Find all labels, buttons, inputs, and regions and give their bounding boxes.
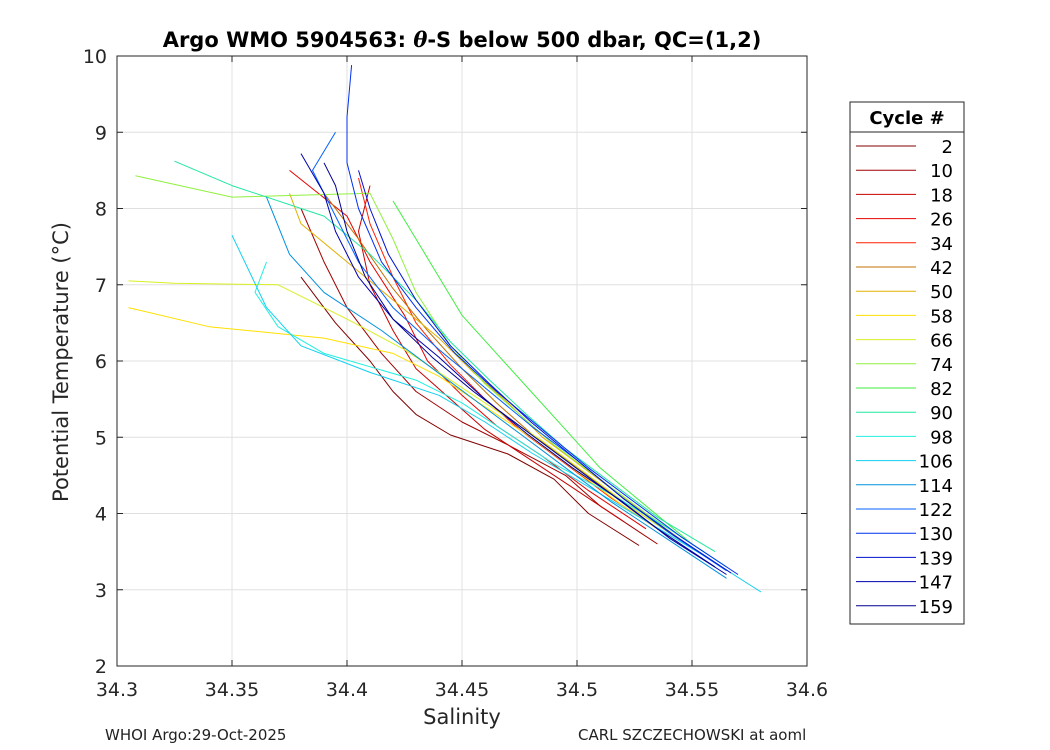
title-theta: θ — [413, 27, 427, 52]
series-line-cycle-106 — [231, 234, 762, 593]
series-line-cycle-130 — [346, 65, 739, 575]
legend-label-90: 90 — [930, 403, 953, 424]
legend-label-66: 66 — [930, 331, 953, 352]
x-tick-label-5: 34.55 — [665, 679, 719, 701]
footer-right: CARL SZCZECHOWSKI at aoml — [578, 726, 807, 744]
x-tick-label-1: 34.35 — [205, 679, 259, 701]
y-tick-label-0: 2 — [95, 656, 107, 678]
series-line-cycle-42 — [323, 192, 681, 541]
legend-label-34: 34 — [930, 234, 953, 255]
series-line-cycle-98 — [254, 261, 727, 568]
x-tick-label-2: 34.4 — [326, 679, 368, 701]
series-line-cycle-90 — [174, 160, 716, 553]
legend: Cycle # 2 10 18 26 34 42 50 58 66 74 82 90 98 106 114 12… — [849, 101, 965, 625]
legend-label-74: 74 — [930, 355, 953, 376]
series-line-cycle-139 — [358, 170, 732, 574]
series-line-cycle-2 — [300, 276, 640, 546]
x-tick-label-3: 34.45 — [435, 679, 489, 701]
legend-label-42: 42 — [930, 258, 953, 279]
tick-labels: 34.3 34.35 34.4 34.45 34.5 34.55 34.6 2 3 4 5 6 7 8 9 1… — [83, 46, 828, 701]
legend-label-98: 98 — [930, 427, 953, 448]
series-line-cycle-10 — [300, 208, 658, 545]
legend-box — [849, 101, 965, 625]
series-group — [128, 65, 762, 593]
series-line-cycle-82 — [392, 200, 693, 545]
series-line-cycle-50 — [289, 193, 693, 549]
y-tick-label-8: 10 — [83, 46, 107, 68]
legend-label-82: 82 — [930, 379, 953, 400]
x-tick-label-6: 34.6 — [786, 679, 828, 701]
series-line-cycle-66 — [128, 280, 693, 549]
legend-label-10: 10 — [930, 161, 953, 182]
footer-left: WHOI Argo:29-Oct-2025 — [105, 726, 287, 744]
x-tick-label-4: 34.5 — [556, 679, 598, 701]
series-line-cycle-34 — [358, 177, 670, 537]
y-tick-label-6: 8 — [95, 199, 107, 221]
y-tick-label-3: 5 — [95, 427, 107, 449]
legend-label-106: 106 — [919, 452, 953, 473]
legend-label-26: 26 — [930, 210, 953, 231]
legend-title: Cycle # — [869, 108, 944, 129]
y-tick-label-1: 3 — [95, 580, 107, 602]
legend-label-114: 114 — [919, 476, 953, 497]
legend-label-122: 122 — [919, 500, 953, 521]
series-line-cycle-114 — [266, 196, 727, 579]
y-axis-label: Potential Temperature (°C) — [49, 222, 73, 502]
x-axis-label: Salinity — [423, 705, 501, 729]
legend-label-159: 159 — [919, 597, 953, 618]
legend-label-58: 58 — [930, 306, 953, 327]
y-tick-label-5: 7 — [95, 275, 107, 297]
legend-label-130: 130 — [919, 524, 953, 545]
y-tick-label-4: 6 — [95, 351, 107, 373]
legend-label-2: 2 — [942, 137, 953, 158]
axes-frame — [116, 55, 808, 667]
title-suffix: -S below 500 dbar, QC=(1,2) — [427, 28, 761, 52]
title-prefix: Argo WMO 5904563: — [163, 28, 414, 52]
series-line-cycle-18 — [358, 185, 624, 522]
series-line-cycle-159 — [323, 162, 716, 568]
legend-label-139: 139 — [919, 548, 953, 569]
x-tick-label-0: 34.3 — [96, 679, 138, 701]
legend-label-18: 18 — [930, 185, 953, 206]
y-tick-label-7: 9 — [95, 122, 107, 144]
y-tick-label-2: 4 — [95, 504, 107, 526]
legend-label-50: 50 — [930, 282, 953, 303]
chart-title: Argo WMO 5904563: θ-S below 500 dbar, QC… — [163, 27, 762, 52]
series-line-cycle-147 — [300, 153, 727, 575]
legend-label-147: 147 — [919, 573, 953, 594]
